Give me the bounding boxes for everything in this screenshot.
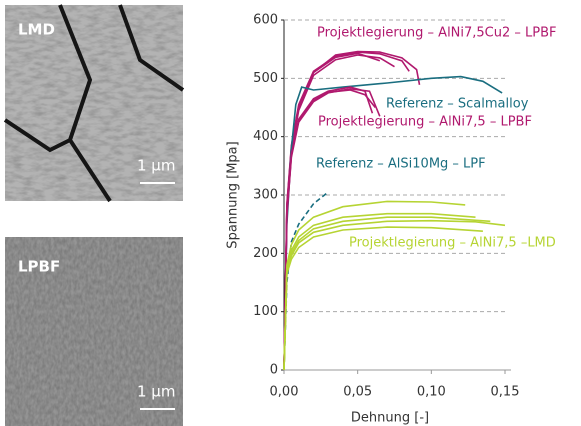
scale-bar-label: 1 µm	[137, 383, 175, 401]
series-label: Projektlegierung – AlNi7,5Cu2 – LPBF	[317, 26, 557, 41]
y-tick-label: 600	[253, 13, 278, 28]
series-label: Projektlegierung – AlNi7,5 – LPBF	[318, 115, 532, 130]
image-label: LMD	[18, 21, 55, 39]
y-tick-label: 100	[253, 304, 278, 319]
chart: Dehnung [-] Spannung [Mpa] 0 100 200 300 400…	[226, 13, 557, 426]
x-tick-label: 0,15	[491, 385, 520, 400]
series-label: Referenz – Scalmalloy	[386, 97, 529, 112]
image-label: LPBF	[18, 258, 60, 276]
y-axis-label: Spannung [Mpa]	[226, 141, 241, 248]
micrograph-lpbf: LPBF 1 µm	[5, 237, 183, 426]
series-label: Projektlegierung – AlNi7,5 –LMD	[349, 236, 556, 251]
stress-strain-curve	[283, 52, 381, 371]
micrograph-lmd: LMD 1 µm	[3, 4, 185, 203]
series-label: Referenz – AlSi10Mg – LPF	[316, 157, 486, 172]
x-tick-label: 0,05	[343, 385, 372, 400]
x-tick-label: 0,00	[270, 385, 299, 400]
y-tick-label: 300	[253, 188, 278, 203]
stress-strain-curve	[283, 89, 376, 371]
y-tick-label: 200	[253, 246, 278, 261]
y-tick-label: 400	[253, 129, 278, 144]
x-tick-label: 0,10	[417, 385, 446, 400]
stress-strain-curve	[283, 226, 483, 371]
scale-bar-label: 1 µm	[137, 157, 175, 175]
stress-strain-curve	[283, 191, 329, 371]
y-tick-label: 500	[253, 71, 278, 86]
x-axis-label: Dehnung [-]	[351, 411, 429, 426]
stress-strain-curve	[283, 200, 466, 371]
y-tick-label: 0	[270, 363, 278, 378]
